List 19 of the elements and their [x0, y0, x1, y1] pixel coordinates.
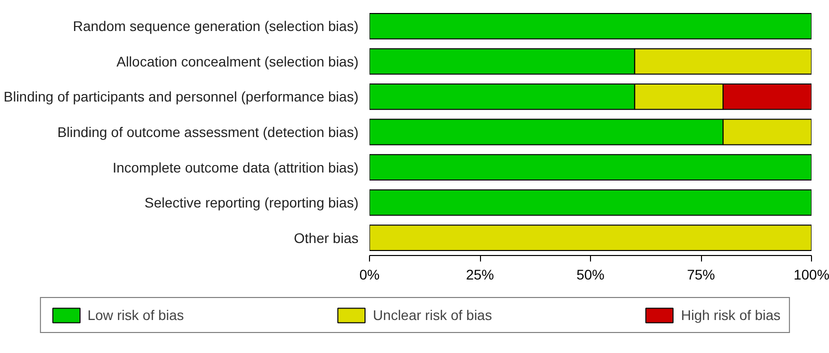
x-tick-label: 50%	[576, 266, 605, 282]
bar	[370, 154, 812, 180]
y-tick-label: Blinding of participants and personnel (performance bias)	[4, 88, 359, 105]
y-tick-label: Selective reporting (reporting bias)	[144, 194, 359, 211]
y-tick-label: Incomplete outcome data (attrition bias)	[112, 159, 359, 176]
y-tick-label: Random sequence generation (selection bias)	[72, 18, 359, 34]
y-tick-label: Allocation concealment (selection bias)	[116, 53, 359, 70]
y-tick-label: Blinding of outcome assessment (detection bias)	[57, 124, 359, 140]
bar	[370, 224, 812, 252]
x-tick-label: 25%	[466, 266, 494, 282]
legend-label: Unclear risk of bias	[372, 307, 492, 323]
x-tick-label: 0%	[359, 266, 380, 282]
legend-label: High risk of bias	[680, 307, 781, 323]
bar	[370, 12, 812, 40]
x-tick-label: 75%	[686, 266, 716, 282]
y-tick-label: Other bias	[294, 230, 359, 246]
bar	[370, 189, 812, 216]
x-tick-label: 100%	[794, 266, 829, 282]
legend-label: Low risk of bias	[87, 307, 184, 323]
